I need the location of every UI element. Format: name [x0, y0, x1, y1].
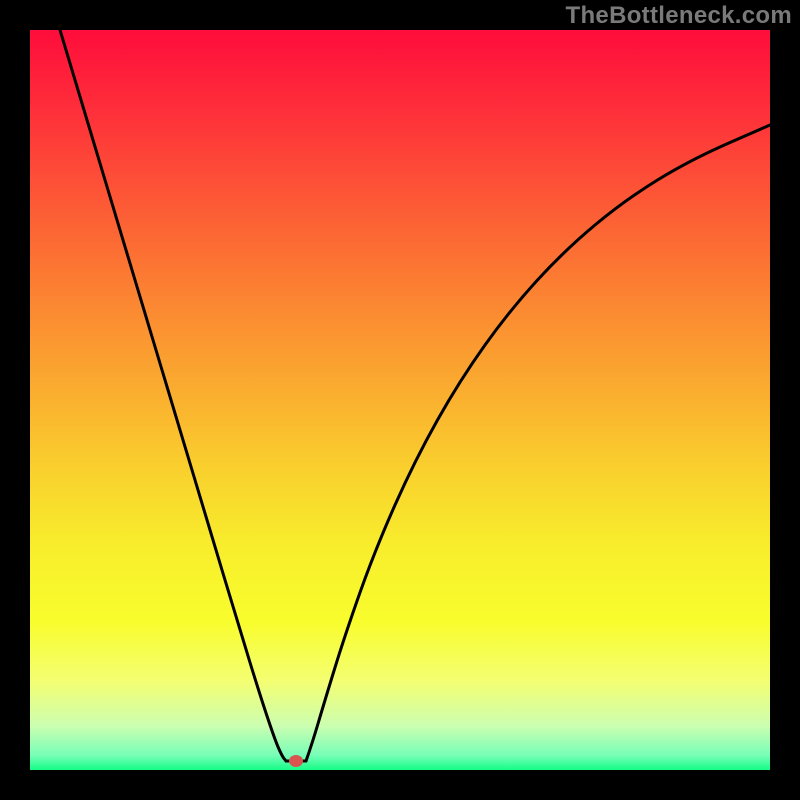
- watermark-label: TheBottleneck.com: [566, 2, 792, 30]
- bottleneck-curve: [30, 30, 770, 770]
- optimum-marker: [289, 755, 303, 767]
- chart-frame: TheBottleneck.com: [0, 0, 800, 800]
